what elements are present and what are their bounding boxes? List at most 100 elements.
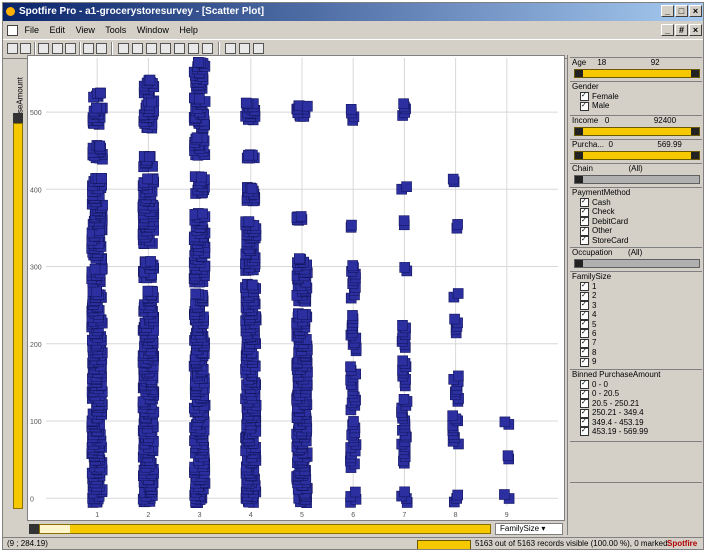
data-point xyxy=(240,97,252,109)
copy-icon[interactable] xyxy=(52,43,63,54)
family-size-3-checkbox[interactable]: 3 xyxy=(570,301,702,311)
details-area xyxy=(570,441,702,483)
income-range-slider[interactable] xyxy=(574,127,700,136)
x-tick-label: 5 xyxy=(300,512,304,519)
maximize-button[interactable]: □ xyxy=(675,5,688,17)
scatter-plot-icon[interactable] xyxy=(132,43,143,54)
bin-1-checkbox[interactable]: 0 - 20.5 xyxy=(570,389,702,399)
payment-cash-checkbox[interactable]: Cash xyxy=(570,198,702,208)
report-icon[interactable] xyxy=(83,43,94,54)
profile-chart-icon[interactable] xyxy=(202,43,213,54)
x-axis-zoom-slider[interactable] xyxy=(39,524,491,534)
bin-3-checkbox[interactable]: 250.21 - 349.4 xyxy=(570,408,702,418)
family-size-4-checkbox[interactable]: 4 xyxy=(570,310,702,320)
data-point xyxy=(293,253,305,264)
data-point xyxy=(499,489,510,500)
y-tick-label: 300 xyxy=(30,265,42,272)
data-point xyxy=(345,361,356,373)
data-point xyxy=(144,74,156,86)
data-point xyxy=(144,151,155,163)
data-point xyxy=(345,103,357,115)
gender-filter: Gender Female Male xyxy=(570,81,702,114)
data-point xyxy=(398,215,410,226)
child-close-button[interactable]: × xyxy=(689,24,702,36)
payment-debitcard-checkbox[interactable]: DebitCard xyxy=(570,217,702,227)
cursor-coordinates: (9 ; 284.19) xyxy=(7,539,48,548)
bin-4-checkbox[interactable]: 349.4 - 453.19 xyxy=(570,418,702,427)
family-size-6-checkbox[interactable]: 6 xyxy=(570,329,702,339)
arrange-icon[interactable] xyxy=(253,43,264,54)
x-tick-label: 3 xyxy=(198,512,202,519)
child-minimize-button[interactable]: _ xyxy=(661,24,674,36)
menu-help[interactable]: Help xyxy=(179,25,198,35)
family-size-5-checkbox[interactable]: 5 xyxy=(570,320,702,329)
x-tick-label: 1 xyxy=(95,512,99,519)
data-point xyxy=(247,279,258,291)
bar-chart-icon[interactable] xyxy=(146,43,157,54)
open-icon[interactable] xyxy=(7,43,18,54)
data-point xyxy=(243,149,254,161)
cascade-icon[interactable] xyxy=(239,43,250,54)
x-tick-label: 4 xyxy=(249,512,253,519)
document-icon[interactable] xyxy=(7,25,18,37)
close-button[interactable]: × xyxy=(689,5,702,17)
data-point xyxy=(89,263,101,275)
bin-5-checkbox[interactable]: 453.19 - 569.99 xyxy=(570,427,702,437)
menu-tools[interactable]: Tools xyxy=(105,25,127,35)
payment-storecard-checkbox[interactable]: StoreCard xyxy=(570,236,702,245)
occupation-filter: Occupation (All) xyxy=(570,247,702,270)
chain-item-slider[interactable] xyxy=(574,175,700,184)
paste-icon[interactable] xyxy=(65,43,76,54)
gender-male-checkbox[interactable]: Male xyxy=(570,101,702,111)
payment-other-checkbox[interactable]: Other xyxy=(570,226,702,236)
data-point xyxy=(447,410,459,422)
y-slider-handle[interactable] xyxy=(13,113,23,123)
menu-edit[interactable]: Edit xyxy=(49,25,66,35)
data-point xyxy=(452,219,463,230)
print-icon[interactable] xyxy=(38,43,49,54)
family-size-1-checkbox[interactable]: 1 xyxy=(570,282,702,292)
minimize-button[interactable]: _ xyxy=(661,5,674,17)
y-axis-zoom-slider[interactable] xyxy=(13,123,23,509)
new-table-icon[interactable] xyxy=(118,43,129,54)
help-pointer-icon[interactable] xyxy=(96,43,107,54)
data-point xyxy=(347,260,359,271)
bin-2-checkbox[interactable]: 20.5 - 250.21 xyxy=(570,399,702,409)
binned-purchase-filter: Binned PurchaseAmount 0 - 0 0 - 20.5 20.… xyxy=(570,369,702,440)
age-range-slider[interactable] xyxy=(574,69,700,78)
x-slider-handle[interactable] xyxy=(29,524,39,534)
data-point xyxy=(196,171,207,183)
gender-female-checkbox[interactable]: Female xyxy=(570,92,702,102)
data-point xyxy=(398,393,410,405)
family-size-2-checkbox[interactable]: 2 xyxy=(570,291,702,301)
payment-check-checkbox[interactable]: Check xyxy=(570,207,702,217)
bin-0-checkbox[interactable]: 0 - 0 xyxy=(570,380,702,390)
save-icon[interactable] xyxy=(20,43,31,54)
family-size-9-checkbox[interactable]: 9 xyxy=(570,357,702,367)
3d-plot-icon[interactable] xyxy=(160,43,171,54)
data-point xyxy=(348,416,359,427)
data-point xyxy=(191,132,203,143)
menu-view[interactable]: View xyxy=(75,25,95,35)
histogram-icon[interactable] xyxy=(174,43,185,54)
scatter-plot[interactable]: 500 400 300 200 100 0 1 2 3 4 5 6 7 8 9 xyxy=(27,55,565,521)
occupation-item-slider[interactable] xyxy=(574,259,700,268)
window-title: Spotfire Pro - a1-grocerystoresurvey - [… xyxy=(19,6,265,17)
data-point xyxy=(197,208,208,220)
family-size-8-checkbox[interactable]: 8 xyxy=(570,348,702,358)
records-visible-text: 5163 out of 5163 records visible (100.00… xyxy=(475,539,668,548)
menu-file[interactable]: File xyxy=(24,25,40,35)
purchase-range-slider[interactable] xyxy=(574,151,700,160)
status-bar: (9 ; 284.19) 5163 out of 5163 records vi… xyxy=(3,537,703,549)
family-size-7-checkbox[interactable]: 7 xyxy=(570,338,702,348)
tile-icon[interactable] xyxy=(225,43,236,54)
pie-chart-icon[interactable] xyxy=(188,43,199,54)
child-restore-button[interactable]: # xyxy=(675,24,688,36)
x-axis-selector[interactable]: FamilySize ▾ xyxy=(495,523,563,535)
purchase-filter: Purcha... 0 569.99 xyxy=(570,139,702,162)
data-point xyxy=(397,319,408,331)
records-progress-bar xyxy=(417,540,471,549)
menu-window[interactable]: Window xyxy=(136,25,169,35)
data-point xyxy=(347,310,358,321)
data-point xyxy=(502,450,514,462)
